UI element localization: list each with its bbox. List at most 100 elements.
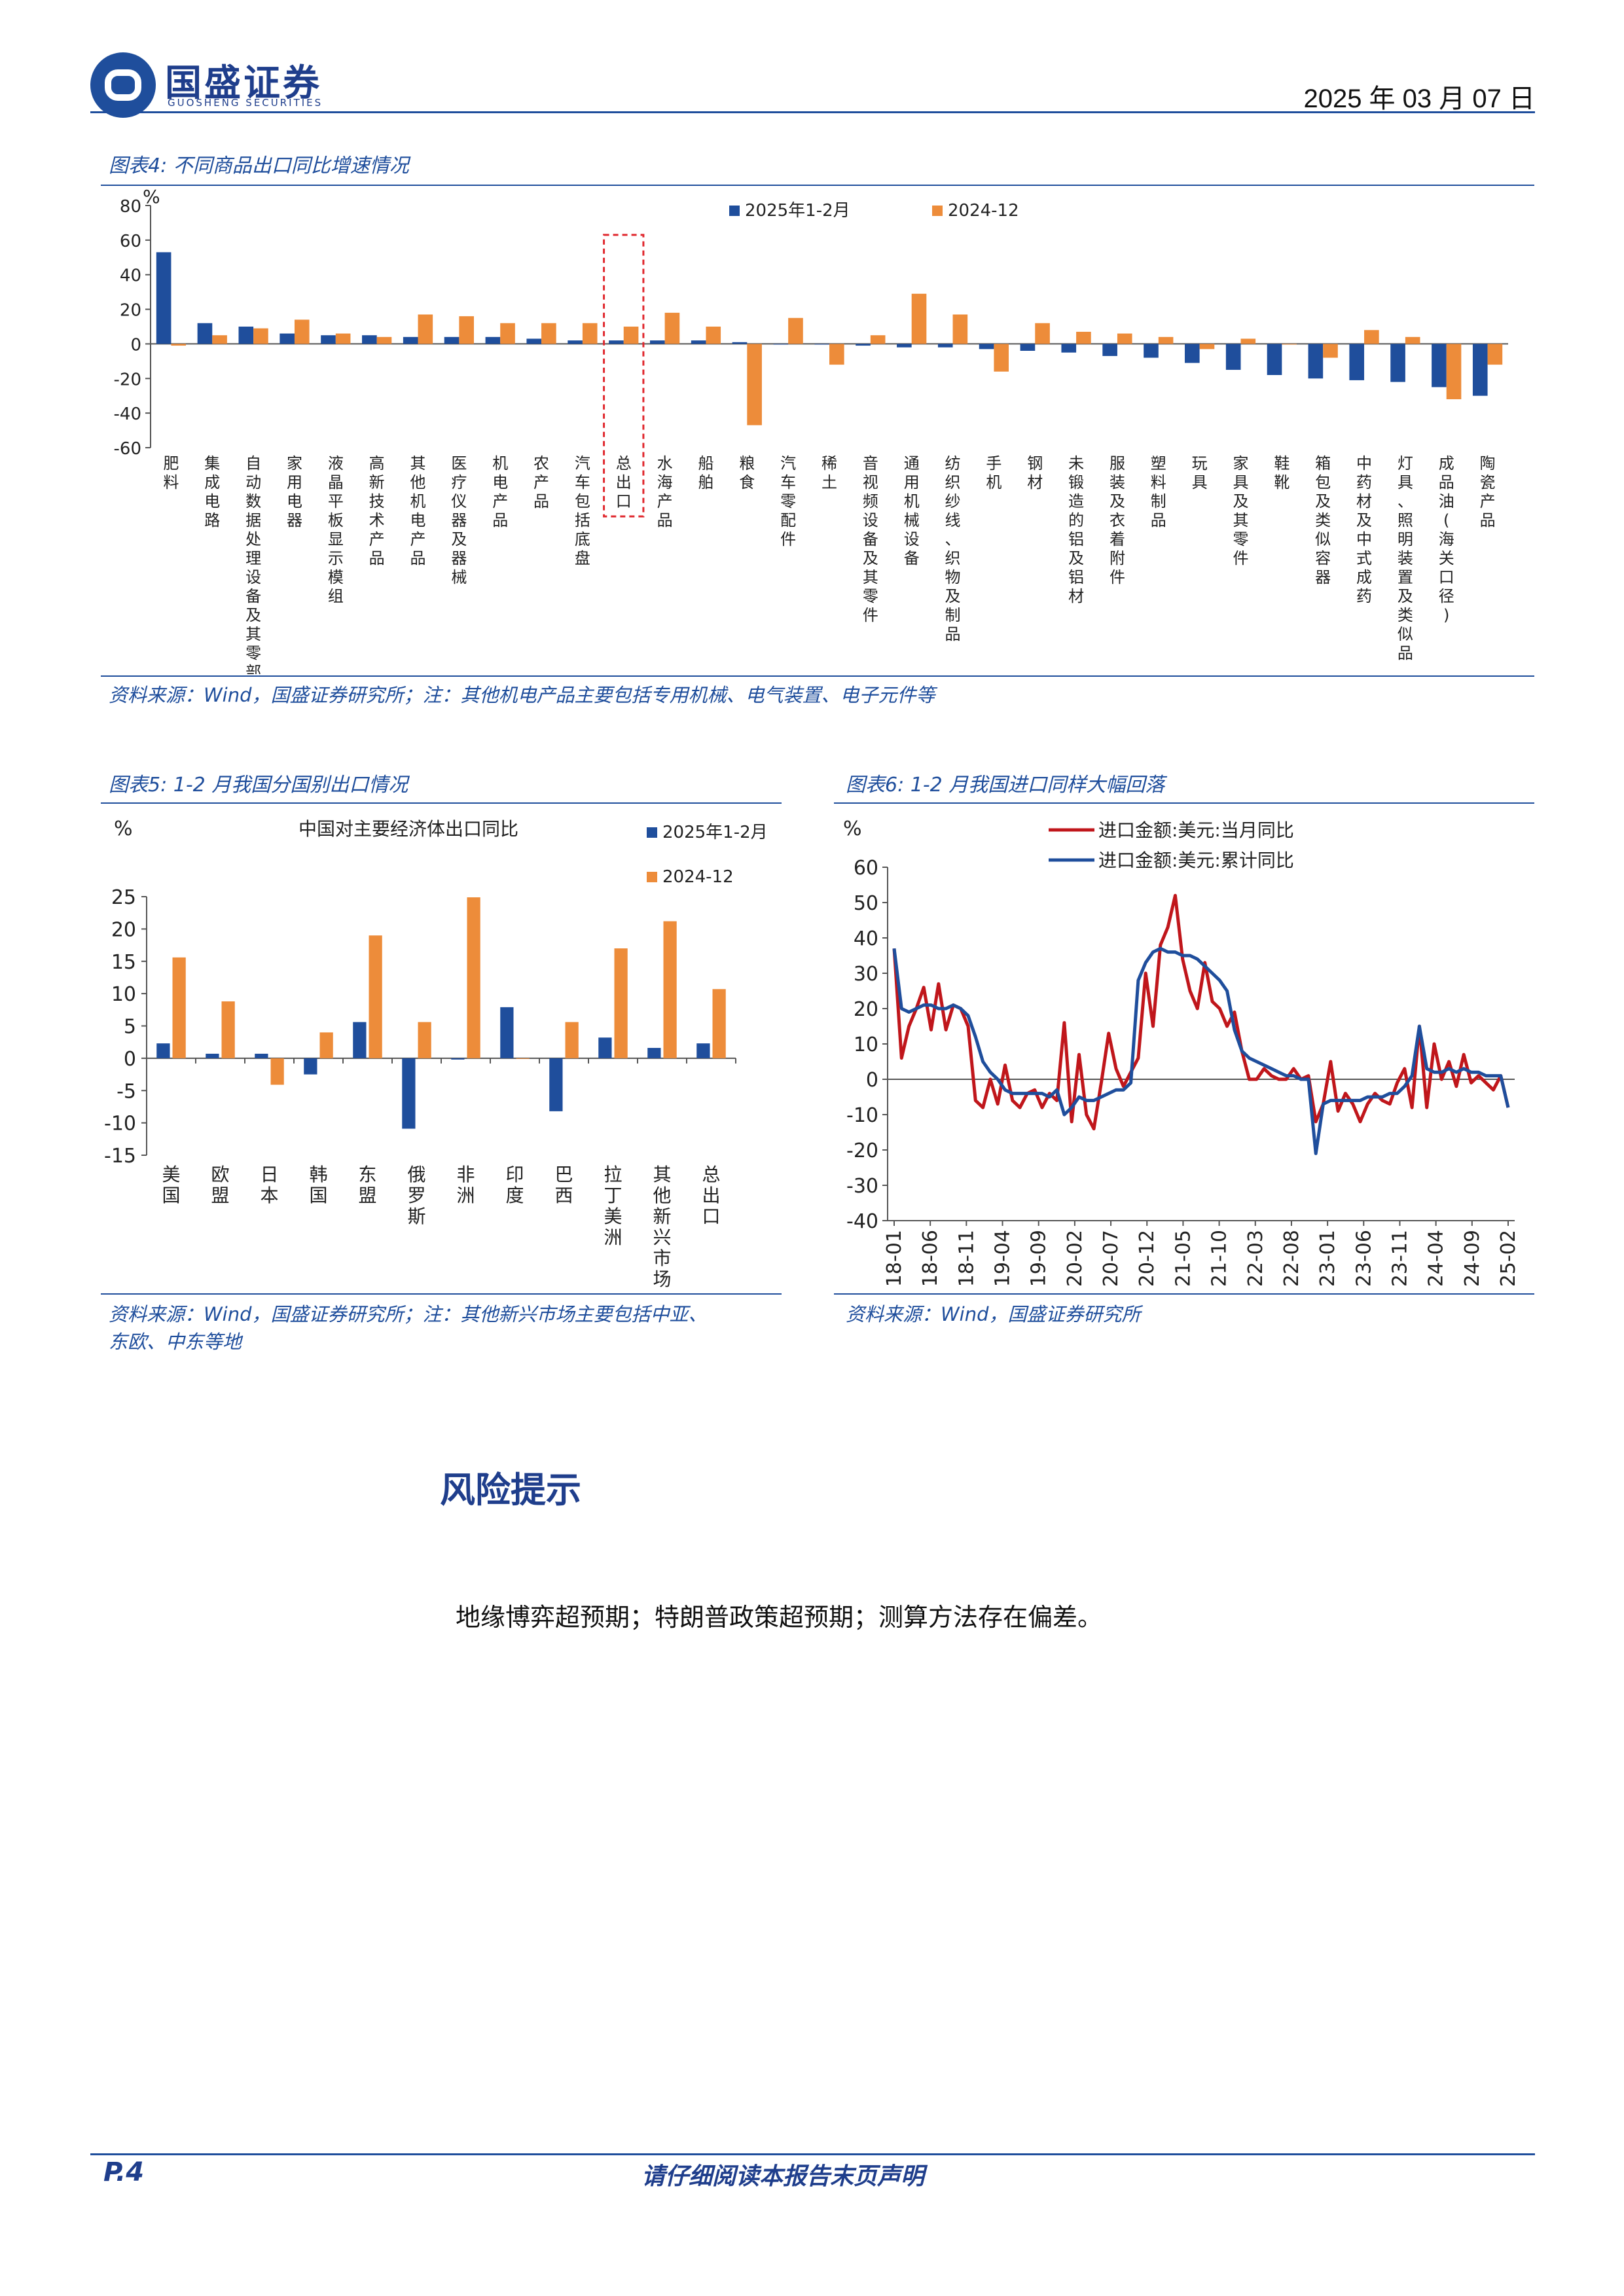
bar-2025 — [156, 1043, 170, 1058]
line-monthly-yoy — [892, 893, 1510, 1131]
x-tick-label: 21-05 — [1172, 1230, 1195, 1287]
x-category-label: 水海产品 — [657, 454, 673, 529]
x-tick-label: 18-01 — [883, 1230, 906, 1287]
y-unit-label: % — [843, 817, 862, 840]
x-category-label: 高新技术产品 — [369, 454, 385, 567]
y-tick-label: -30 — [846, 1175, 878, 1198]
bar-2024-12 — [1158, 336, 1174, 344]
x-tick-label: 18-06 — [919, 1230, 942, 1287]
x-category-label: 其他新兴市场 — [653, 1164, 671, 1289]
bar-2025 — [238, 327, 254, 344]
x-tick-label: 22-08 — [1280, 1230, 1303, 1287]
y-tick-label: 60 — [854, 857, 878, 880]
x-category-label: 汽车零配件 — [780, 454, 796, 548]
bar-2025 — [197, 323, 213, 344]
x-category-label: 船舶 — [698, 454, 713, 492]
x-category-label: 总出口 — [702, 1164, 720, 1227]
x-category-label: 鞋靴 — [1274, 454, 1290, 492]
y-tick-label: 15 — [111, 951, 136, 974]
x-category-label: 农产品 — [533, 454, 549, 511]
bar-2025 — [609, 340, 624, 344]
x-tick-label: 20-07 — [1100, 1230, 1123, 1287]
bar-2024-12 — [582, 323, 598, 344]
bar-2024-12 — [788, 317, 803, 344]
y-tick-label: 40 — [120, 266, 141, 286]
legend-label-2024-12: 2024-12 — [662, 867, 734, 887]
bar-2025 — [500, 1007, 514, 1058]
bar-2024-12 — [1364, 330, 1379, 344]
fig4-top-rule — [101, 185, 1534, 186]
x-category-label: 其他机电产品 — [410, 454, 426, 567]
bar-2025 — [856, 344, 871, 346]
bar-2024-12 — [664, 312, 680, 344]
chart-title: 中国对主要经济体出口同比 — [298, 818, 518, 840]
bar-2025 — [444, 336, 460, 344]
legend-swatch-2024-12 — [647, 872, 657, 882]
bar-2025 — [526, 338, 542, 344]
x-category-label: 中药材及中式成药 — [1356, 454, 1372, 605]
bar-2025 — [1308, 344, 1324, 379]
bar-2024-12 — [1240, 338, 1256, 344]
x-tick-label: 18-11 — [955, 1230, 978, 1287]
x-category-label: 音视频设备及其零件 — [863, 454, 878, 624]
x-tick-label: 24-04 — [1425, 1230, 1448, 1287]
x-category-label: 集成电路 — [204, 454, 220, 529]
x-tick-label: 24-09 — [1461, 1230, 1484, 1287]
bar-2025 — [255, 1053, 268, 1058]
bar-2025 — [647, 1048, 661, 1058]
x-category-label: 箱包及类似容器 — [1315, 454, 1331, 586]
bar-2025 — [1020, 344, 1036, 351]
bar-2025 — [206, 1053, 219, 1058]
y-tick-label: -5 — [117, 1080, 136, 1103]
bar-2025 — [280, 333, 295, 344]
legend-label-cumulative: 进口金额:美元:累计同比 — [1098, 850, 1294, 871]
bar-2024-12 — [319, 1032, 333, 1058]
bar-2024-12 — [253, 328, 268, 344]
x-category-label: 肥料 — [163, 454, 179, 492]
x-category-label: 手机 — [986, 454, 1001, 492]
x-category-label: 通用机械设备 — [904, 454, 920, 567]
bar-2024-12 — [1405, 336, 1420, 344]
x-category-label: 稀土 — [821, 454, 837, 492]
bar-2025 — [1102, 344, 1117, 356]
bar-2025 — [1185, 344, 1200, 363]
bar-2024-12 — [614, 948, 628, 1058]
bar-2025 — [691, 340, 706, 344]
y-tick-label: -40 — [114, 404, 141, 424]
x-tick-label: 21-10 — [1208, 1230, 1231, 1287]
x-category-label: 汽车包括底盘 — [575, 454, 590, 567]
bar-2025 — [696, 1043, 710, 1058]
bar-2024-12 — [1117, 333, 1132, 344]
y-tick-label: 20 — [854, 998, 878, 1021]
fig6-bottom-rule — [834, 1293, 1534, 1295]
y-tick-label: -60 — [114, 439, 141, 459]
fig5-top-rule — [101, 802, 782, 804]
x-category-label: 成品油(海关口径) — [1439, 454, 1454, 624]
x-category-label: 非洲 — [456, 1164, 475, 1206]
logo-icon — [90, 52, 156, 118]
x-category-label: 欧盟 — [211, 1164, 229, 1206]
footer-divider — [90, 2153, 1535, 2155]
x-category-label: 未锻造的铝及铝材 — [1068, 454, 1084, 605]
fig5-chart: % 中国对主要经济体出口同比 25 20 15 10 5 0 -5 -10 -15 美国欧盟日本韩国东… — [104, 817, 768, 1289]
x-category-label: 家用电器 — [287, 454, 302, 529]
bar-2025 — [1472, 344, 1488, 396]
x-category-label: 东盟 — [358, 1164, 376, 1206]
fig6-source: 资料来源：Wind，国盛证券研究所 — [846, 1303, 1141, 1325]
x-category-label: 粮食 — [739, 454, 755, 492]
bar-2024-12 — [376, 336, 392, 344]
bar-2025 — [979, 344, 994, 350]
x-category-label: 总出口 — [616, 454, 632, 511]
x-category-label: 钢材 — [1027, 454, 1043, 492]
bar-2024-12 — [1199, 344, 1215, 350]
bar-2024-12 — [171, 344, 187, 346]
y-tick-label: 30 — [854, 963, 878, 986]
bar-2025 — [568, 340, 583, 344]
fig5-bottom-rule — [101, 1293, 782, 1295]
bar-2025 — [403, 336, 418, 344]
x-category-label: 液晶平板显示模组 — [328, 454, 344, 605]
bar-2024-12 — [541, 323, 556, 344]
bar-2025 — [598, 1037, 612, 1058]
legend-swatch-2025 — [647, 827, 657, 838]
